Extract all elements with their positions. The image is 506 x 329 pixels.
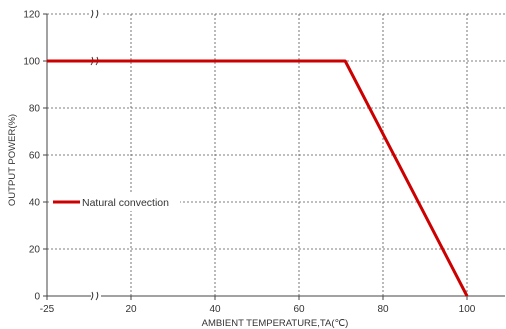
y-tick-label: 20 xyxy=(29,245,41,256)
series-point xyxy=(466,295,468,297)
y-tick-label: 100 xyxy=(23,57,40,68)
y-tick-label: 120 xyxy=(23,10,40,21)
top-axis-break-stroke-right xyxy=(95,9,99,19)
tick-labels: -25 20 40 60 80 100 0 20 40 60 80 100 120 xyxy=(23,10,475,316)
x-axis-title: AMBIENT TEMPERATURE,TA(℃) xyxy=(202,318,349,329)
top-axis-break-stroke-left xyxy=(90,9,94,19)
series-point xyxy=(46,60,48,62)
x-axis-break-stroke-left xyxy=(90,291,94,301)
x-tick-label: 20 xyxy=(125,304,137,315)
y-axis-title: OUTPUT POWER(%) xyxy=(7,114,18,206)
y-tick-label: 80 xyxy=(29,104,41,115)
y-tick-label: 60 xyxy=(29,151,41,162)
legend-label: Natural convection xyxy=(82,197,169,209)
series-point xyxy=(344,60,346,62)
x-axis-break-gap xyxy=(91,292,101,300)
legend: Natural convection xyxy=(50,193,180,211)
series-line xyxy=(47,59,469,297)
x-tick-label: 40 xyxy=(209,304,221,315)
x-tick-label: -25 xyxy=(40,304,55,315)
x-tick-label: 80 xyxy=(377,304,389,315)
series-layer xyxy=(46,59,469,297)
y-tick-label: 40 xyxy=(29,198,41,209)
top-axis-break-gap xyxy=(91,10,101,18)
x-tick-label: 60 xyxy=(293,304,305,315)
grid xyxy=(47,13,505,296)
legend-background xyxy=(50,193,180,211)
x-tick-label: 100 xyxy=(459,304,476,315)
x-axis-break-stroke-right xyxy=(95,291,99,301)
y-tick-label: 0 xyxy=(34,292,40,303)
